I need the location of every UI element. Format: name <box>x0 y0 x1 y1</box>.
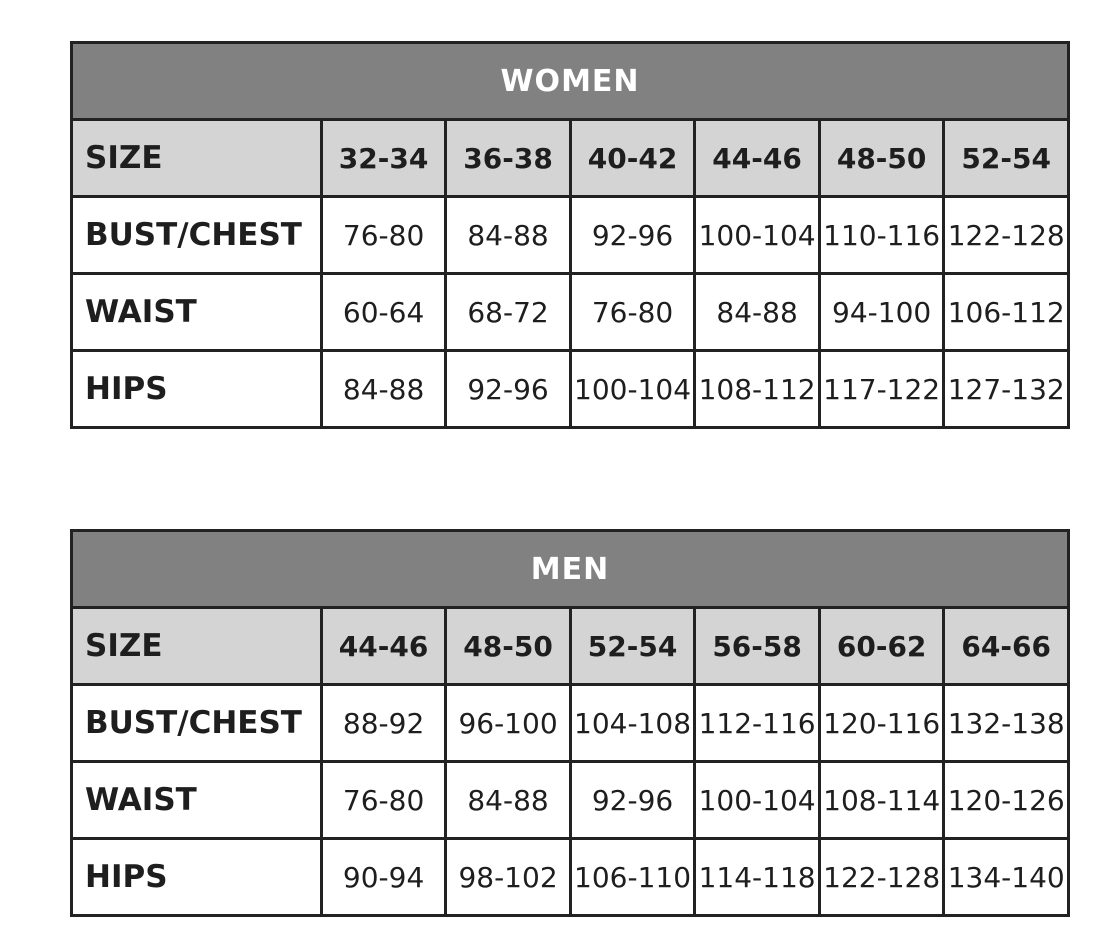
measurement-cell: 108-112 <box>693 349 821 429</box>
size-cell: 64-66 <box>942 606 1070 686</box>
measurement-cell: 60-64 <box>319 272 448 352</box>
size-cell: 44-46 <box>693 118 821 198</box>
measurement-cell: 112-116 <box>693 683 821 763</box>
measurement-cell: 76-80 <box>319 195 448 275</box>
measurement-cell: 114-118 <box>693 837 821 917</box>
measurement-cell: 120-116 <box>817 683 946 763</box>
measurement-cell: 96-100 <box>444 683 572 763</box>
men-size-table: MEN SIZE 44-46 48-50 52-54 56-58 60-62 64-66 BUS… <box>70 529 1070 917</box>
table-row: HIPS 84-88 92-96 100-104 108-112 117-122 127-1… <box>70 349 1070 429</box>
measurement-cell: 108-114 <box>817 760 946 840</box>
size-cell: 48-50 <box>444 606 572 686</box>
size-cell: 36-38 <box>444 118 572 198</box>
measurement-cell: 110-116 <box>817 195 946 275</box>
measurement-cell: 92-96 <box>568 195 697 275</box>
measurement-cell: 104-108 <box>568 683 697 763</box>
measurement-cell: 127-132 <box>942 349 1070 429</box>
measurement-cell: 92-96 <box>444 349 572 429</box>
measurement-cell: 134-140 <box>942 837 1070 917</box>
measurement-cell: 122-128 <box>942 195 1070 275</box>
measurement-cell: 92-96 <box>568 760 697 840</box>
row-label: WAIST <box>70 760 323 840</box>
row-label: BUST/CHEST <box>70 195 323 275</box>
row-label: SIZE <box>70 606 323 686</box>
measurement-cell: 90-94 <box>319 837 448 917</box>
measurement-cell: 84-88 <box>693 272 821 352</box>
table-row: BUST/CHEST 88-92 96-100 104-108 112-116 120-1… <box>70 683 1070 763</box>
measurement-cell: 100-104 <box>568 349 697 429</box>
size-cell: 52-54 <box>942 118 1070 198</box>
measurement-cell: 122-128 <box>817 837 946 917</box>
size-cell: 60-62 <box>817 606 946 686</box>
size-cell: 52-54 <box>568 606 697 686</box>
measurement-cell: 68-72 <box>444 272 572 352</box>
table-row: WAIST 76-80 84-88 92-96 100-104 108-114 120-12… <box>70 760 1070 840</box>
women-table-title: WOMEN <box>70 41 1070 121</box>
size-header-row: SIZE 44-46 48-50 52-54 56-58 60-62 64-66 <box>70 606 1070 686</box>
measurement-cell: 117-122 <box>817 349 946 429</box>
row-label: BUST/CHEST <box>70 683 323 763</box>
row-label: WAIST <box>70 272 323 352</box>
women-size-table: WOMEN SIZE 32-34 36-38 40-42 44-46 48-50 52-54 B… <box>70 41 1070 429</box>
measurement-cell: 106-110 <box>568 837 697 917</box>
size-cell: 48-50 <box>817 118 946 198</box>
measurement-cell: 84-88 <box>319 349 448 429</box>
table-row: WAIST 60-64 68-72 76-80 84-88 94-100 106-112 <box>70 272 1070 352</box>
measurement-cell: 84-88 <box>444 195 572 275</box>
measurement-cell: 100-104 <box>693 760 821 840</box>
row-label: HIPS <box>70 349 323 429</box>
table-row: HIPS 90-94 98-102 106-110 114-118 122-128 134-… <box>70 837 1070 917</box>
size-cell: 32-34 <box>319 118 448 198</box>
size-cell: 56-58 <box>693 606 821 686</box>
size-cell: 40-42 <box>568 118 697 198</box>
measurement-cell: 84-88 <box>444 760 572 840</box>
size-header-row: SIZE 32-34 36-38 40-42 44-46 48-50 52-54 <box>70 118 1070 198</box>
measurement-cell: 88-92 <box>319 683 448 763</box>
measurement-cell: 100-104 <box>693 195 821 275</box>
measurement-cell: 106-112 <box>942 272 1070 352</box>
row-label: SIZE <box>70 118 323 198</box>
measurement-cell: 76-80 <box>319 760 448 840</box>
measurement-cell: 132-138 <box>942 683 1070 763</box>
table-row: BUST/CHEST 76-80 84-88 92-96 100-104 110-116 1… <box>70 195 1070 275</box>
size-cell: 44-46 <box>319 606 448 686</box>
men-table-title: MEN <box>70 529 1070 609</box>
row-label: HIPS <box>70 837 323 917</box>
measurement-cell: 76-80 <box>568 272 697 352</box>
measurement-cell: 98-102 <box>444 837 572 917</box>
measurement-cell: 94-100 <box>817 272 946 352</box>
measurement-cell: 120-126 <box>942 760 1070 840</box>
